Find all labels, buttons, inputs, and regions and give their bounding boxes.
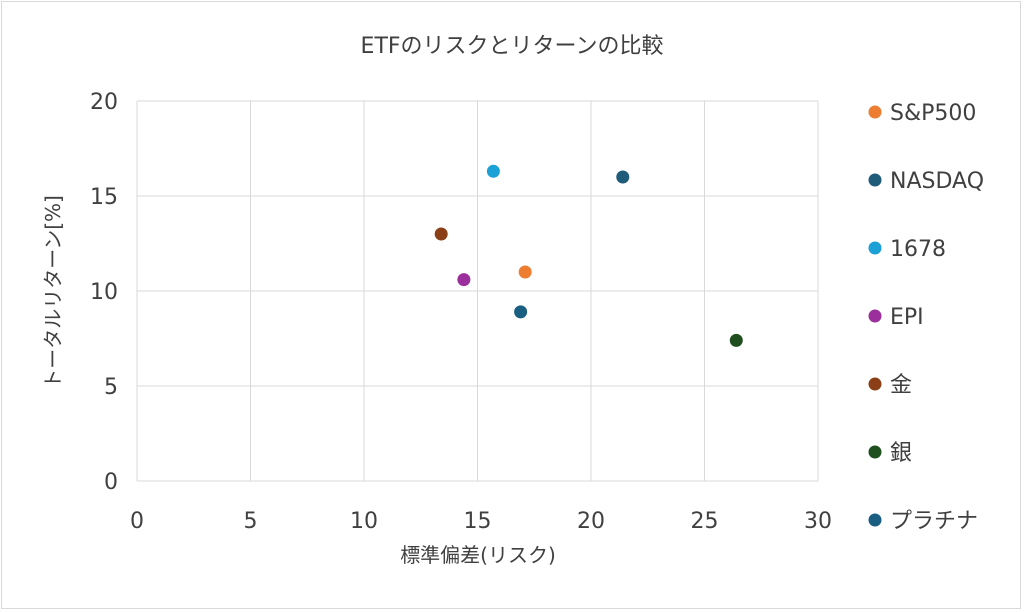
legend-label: 1678 xyxy=(890,237,946,262)
legend-label: EPI xyxy=(890,305,924,330)
legend-marker xyxy=(868,445,882,459)
data-point xyxy=(518,265,532,279)
x-axis-title: 標準偏差(リスク) xyxy=(400,543,556,567)
legend-marker xyxy=(868,513,882,527)
x-tick-label: 30 xyxy=(804,509,832,534)
data-point xyxy=(457,273,471,287)
x-tick-label: 20 xyxy=(577,509,605,534)
y-tick-label: 0 xyxy=(104,470,118,495)
data-points xyxy=(434,164,743,347)
y-tick-label: 5 xyxy=(104,375,118,400)
legend-label: 金 xyxy=(890,373,912,398)
x-tick-label: 25 xyxy=(691,509,719,534)
y-axis-title: トータルリターン[%] xyxy=(41,195,65,389)
legend-label: プラチナ xyxy=(890,509,978,534)
legend-label: 銀 xyxy=(890,441,912,466)
chart-title: ETFのリスクとリターンの比較 xyxy=(361,34,664,59)
y-tick-label: 20 xyxy=(90,90,118,115)
legend-label: NASDAQ xyxy=(890,169,984,194)
legend-marker xyxy=(868,241,882,255)
legend-marker xyxy=(868,309,882,323)
legend-marker xyxy=(868,105,882,119)
data-point xyxy=(616,170,630,184)
data-point xyxy=(514,305,528,319)
data-point xyxy=(486,164,500,178)
legend-marker xyxy=(868,377,882,391)
grid xyxy=(136,100,819,482)
x-tick-label: 10 xyxy=(350,509,378,534)
data-point xyxy=(434,227,448,241)
y-tick-label: 10 xyxy=(90,280,118,305)
x-tick-label: 15 xyxy=(464,509,492,534)
x-tick-label: 0 xyxy=(130,509,144,534)
x-tick-label: 5 xyxy=(244,509,258,534)
data-point xyxy=(729,333,743,347)
y-tick-labels: 0 5 10 15 20 xyxy=(90,90,118,495)
legend-label: S&P500 xyxy=(890,101,976,126)
x-tick-labels: 0 5 10 15 20 25 30 xyxy=(130,509,832,534)
legend-marker xyxy=(868,173,882,187)
y-tick-label: 15 xyxy=(90,185,118,210)
